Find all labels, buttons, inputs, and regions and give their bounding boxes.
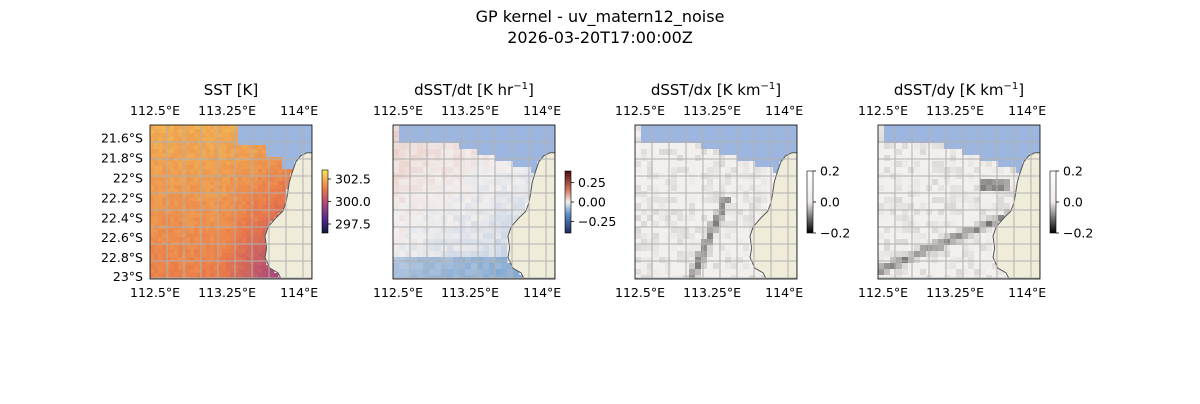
panel-4-land [992,152,1040,279]
lat-tick: 22.4°S [101,210,143,225]
panel-3-title: dSST/dx [K km−1] [651,81,781,99]
lon-tick-top: 112.5°E [615,103,665,118]
panel-2-title: dSST/dt [K hr−1] [414,81,534,99]
lat-tick: 22.6°S [101,230,143,245]
colorbar-tick: 0.0 [1063,195,1083,210]
panel-3: dSST/dx [K km−1] 112.5°E 112.5°E 113.25°E 11… [615,81,850,300]
lon-tick-bottom: 113.25°E [926,285,984,300]
colorbar-4 [1049,170,1057,234]
panel-4-title: dSST/dy [K km−1] [894,81,1024,99]
lon-tick-bottom: 114°E [280,285,318,300]
colorbar-tick: 0.00 [578,195,606,210]
panel-3-frame [634,124,798,280]
colorbar-tick: 0.2 [820,164,840,179]
lon-tick-bottom: 113.25°E [198,285,256,300]
colorbar-tick: −0.2 [820,226,850,241]
lon-tick-bottom: 113.25°E [441,285,499,300]
panel-3-field [635,125,797,279]
lat-tick: 21.8°S [101,150,143,165]
panel-4-field [878,125,1040,279]
lon-tick-top: 114°E [280,103,318,118]
colorbar-tick: 0.2 [1063,164,1083,179]
lon-tick-top: 113.25°E [683,103,741,118]
panel-2-frame [392,124,556,280]
lon-tick-top: 114°E [765,103,803,118]
panel-1-frame [149,124,313,280]
lon-tick-bottom: 114°E [765,285,803,300]
lat-tick: 22.8°S [101,250,143,265]
figure-title: GP kernel - uv_matern12_noise [476,7,725,27]
lon-tick-bottom: 112.5°E [858,285,908,300]
panel-4-frame [877,124,1041,280]
colorbar-tick: −0.2 [1063,226,1093,241]
lon-tick-bottom: 114°E [1008,285,1046,300]
lat-tick: 22.2°S [101,190,143,205]
figure-timestamp: 2026-03-20T17:00:00Z [507,28,693,47]
colorbar-tick: −0.25 [578,214,616,229]
colorbar-tick: 300.0 [335,194,371,209]
lon-tick-bottom: 113.25°E [683,285,741,300]
panel-2-field [393,125,555,279]
panel-2-land [507,152,555,279]
lon-tick-top: 113.25°E [441,103,499,118]
lon-tick-top: 113.25°E [926,103,984,118]
lat-tick: 22°S [113,170,143,185]
lon-tick-top: 114°E [523,103,561,118]
colorbar-tick: 0.25 [578,175,606,190]
panel-3-land [749,152,797,279]
colorbar-tick: 297.5 [335,217,371,232]
panel-1-field [150,125,312,279]
panel-2: dSST/dt [K hr−1] 112.5°E 112.5°E 113.25°E 11… [373,81,616,300]
lat-tick: 23°S [113,269,143,284]
panel-4: dSST/dy [K km−1] 112.5°E 112.5°E 113.25°E 11… [858,81,1093,300]
lon-tick-top: 113.25°E [198,103,256,118]
colorbar-tick: 0.0 [820,195,840,210]
colorbar-tick: 302.5 [335,172,371,187]
lon-tick-bottom: 112.5°E [130,285,180,300]
panel-1-title: SST [K] [204,81,259,99]
colorbar-2 [564,170,572,234]
lon-tick-top: 112.5°E [373,103,423,118]
lon-tick-bottom: 112.5°E [615,285,665,300]
panels: SST [K] 112.5°E 112.5°E 113.25°E 113.25°E 114… [101,81,1093,300]
lon-tick-top: 114°E [1008,103,1046,118]
lat-tick: 21.6°S [101,130,143,145]
lon-tick-bottom: 114°E [523,285,561,300]
colorbar-3 [806,170,814,234]
lon-tick-bottom: 112.5°E [373,285,423,300]
panel-1: SST [K] 112.5°E 112.5°E 113.25°E 113.25°E 114… [101,81,371,300]
lon-tick-top: 112.5°E [858,103,908,118]
colorbar-1 [321,169,329,234]
panel-1-land [264,152,312,279]
lon-tick-top: 112.5°E [130,103,180,118]
